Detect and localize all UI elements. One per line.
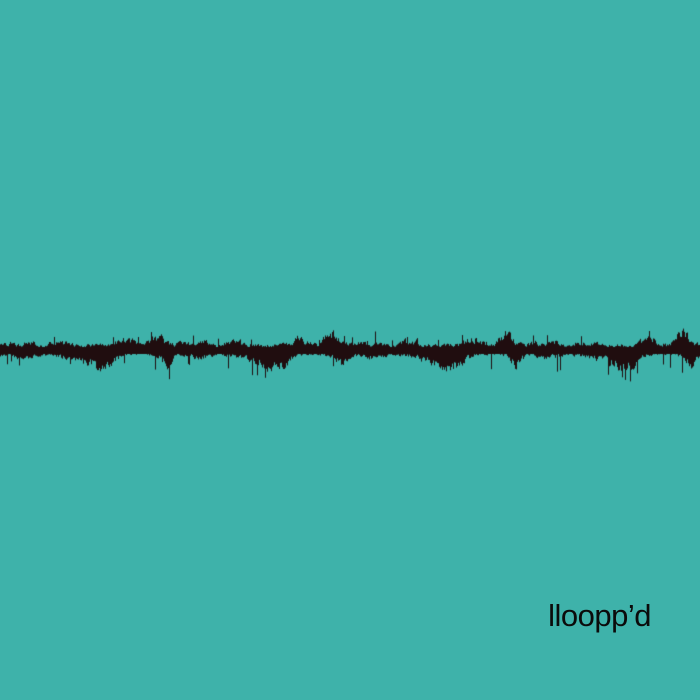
- album-title: lloopp’d: [548, 598, 651, 633]
